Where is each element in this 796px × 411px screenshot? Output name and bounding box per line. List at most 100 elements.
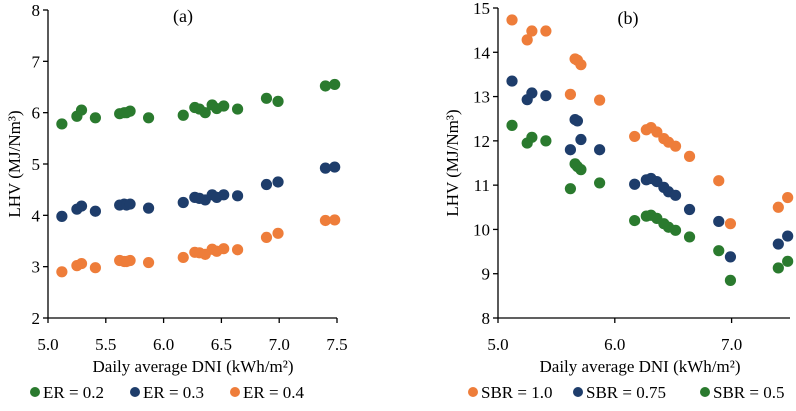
data-point-b-series-0: [772, 201, 784, 213]
data-point-a-series-0: [319, 80, 332, 92]
data-point-b-series-1: [564, 144, 577, 156]
data-point-a-series-2: [272, 227, 284, 239]
data-point-a-series-0: [199, 107, 211, 119]
data-point-a-series-2: [124, 254, 136, 267]
data-point-b-series-0: [782, 191, 794, 204]
data-point-b-series-0: [521, 34, 533, 46]
data-point-b-series-0: [724, 218, 737, 230]
data-point-a-series-0: [142, 112, 155, 124]
x-tick-label-b: 6.0: [604, 335, 625, 354]
data-point-b-series-2: [575, 164, 587, 176]
data-point-a-series-1: [124, 198, 136, 210]
data-point-b-series-1: [571, 115, 584, 127]
data-point-b-series-0: [713, 175, 725, 187]
data-point-a-series-0: [272, 95, 284, 107]
data-point-b-series-1: [594, 144, 606, 156]
data-point-a-series-2: [142, 256, 155, 269]
data-point-a-series-0: [260, 92, 273, 104]
legend-marker: [30, 387, 40, 397]
data-point-b-series-1: [782, 230, 794, 242]
data-point-a-series-2: [319, 214, 332, 227]
legend-item-b-1: SBR = 0.75: [573, 383, 666, 402]
legend-marker: [130, 387, 140, 397]
legend-label: ER = 0.4: [243, 383, 305, 402]
data-point-a-series-1: [218, 189, 230, 201]
data-point-b-series-2: [669, 224, 682, 236]
y-tick-label-a: 7: [32, 52, 41, 71]
legend-item-a-1: ER = 0.3: [130, 383, 204, 402]
data-point-b-series-0: [651, 126, 663, 138]
legend-label: SBR = 0.5: [713, 383, 784, 402]
data-point-a-series-2: [56, 266, 68, 278]
data-point-b-series-2: [594, 177, 606, 189]
data-point-a-series-1: [177, 196, 189, 209]
data-point-a-series-2: [177, 251, 189, 264]
chart-panel-b: (b) LHV (MJ/Nm³) Daily average DNI (kWh/…: [443, 0, 794, 402]
data-point-a-series-1: [56, 210, 68, 222]
data-point-a-series-1: [260, 178, 273, 191]
data-point-b-series-1: [506, 75, 518, 87]
data-point-a-series-1: [75, 200, 88, 212]
data-point-b-series-1: [526, 87, 538, 99]
data-point-a-series-0: [56, 118, 68, 130]
data-point-b-series-0: [669, 140, 682, 152]
x-tick-label-a: 6.0: [153, 335, 174, 354]
data-point-b-series-2: [526, 131, 538, 143]
x-tick-label-a: 7.0: [269, 335, 290, 354]
data-point-a-series-1: [89, 205, 101, 217]
data-point-b-series-1: [724, 251, 737, 263]
data-point-b-series-1: [629, 178, 641, 190]
data-point-a-series-0: [218, 100, 230, 112]
chart-title-a: (a): [173, 6, 193, 27]
legend-item-a-0: ER = 0.2: [30, 383, 104, 402]
data-point-a-series-2: [75, 257, 88, 270]
data-point-a-series-2: [231, 244, 244, 256]
data-point-b-series-2: [540, 135, 552, 147]
data-point-b-series-0: [526, 25, 538, 37]
legend-item-b-2: SBR = 0.5: [700, 383, 784, 402]
data-point-a-series-1: [319, 162, 332, 174]
x-tick-label-a: 7.5: [326, 335, 347, 354]
legend-item-b-0: SBR = 1.0: [468, 383, 552, 402]
data-point-a-series-2: [329, 214, 341, 226]
y-tick-label-b: 8: [482, 309, 491, 328]
data-point-a-series-2: [260, 231, 273, 244]
data-point-b-series-2: [782, 255, 794, 267]
legend-marker: [700, 387, 710, 397]
data-point-b-series-2: [564, 183, 577, 195]
y-tick-label-b: 14: [473, 43, 491, 62]
legend-label: ER = 0.2: [43, 383, 104, 402]
y-tick-label-b: 11: [474, 176, 490, 195]
y-tick-label-a: 4: [32, 206, 41, 225]
data-point-b-series-1: [683, 203, 696, 216]
data-point-b-series-0: [564, 88, 577, 100]
x-tick-label-a: 6.5: [211, 335, 232, 354]
y-tick-label-a: 2: [32, 309, 41, 328]
legend-marker: [468, 387, 478, 397]
data-point-a-series-0: [124, 105, 136, 117]
legend-label: ER = 0.3: [143, 383, 204, 402]
y-tick-label-b: 12: [473, 132, 490, 151]
x-tick-label-a: 5.5: [95, 335, 116, 354]
y-tick-label-b: 10: [473, 220, 490, 239]
data-point-a-series-1: [231, 190, 244, 202]
y-tick-label-a: 6: [32, 104, 41, 123]
data-point-a-series-2: [218, 243, 230, 255]
data-point-a-series-0: [75, 104, 88, 116]
data-point-b-series-2: [713, 245, 725, 257]
y-tick-label-b: 9: [482, 265, 491, 284]
x-tick-label-b: 5.0: [487, 335, 508, 354]
legend-marker: [230, 387, 240, 397]
x-tick-label-b: 7.0: [721, 335, 742, 354]
data-point-b-series-0: [506, 14, 518, 26]
x-tick-label-a: 5.0: [37, 335, 58, 354]
legend-label: SBR = 0.75: [586, 383, 666, 402]
y-tick-label-b: 13: [473, 88, 490, 107]
data-point-b-series-0: [540, 25, 552, 37]
data-point-b-series-1: [772, 238, 784, 250]
legend-marker: [573, 387, 583, 397]
chart-title-b: (b): [618, 8, 639, 29]
y-tick-label-a: 5: [32, 155, 41, 174]
data-point-a-series-1: [142, 202, 155, 214]
